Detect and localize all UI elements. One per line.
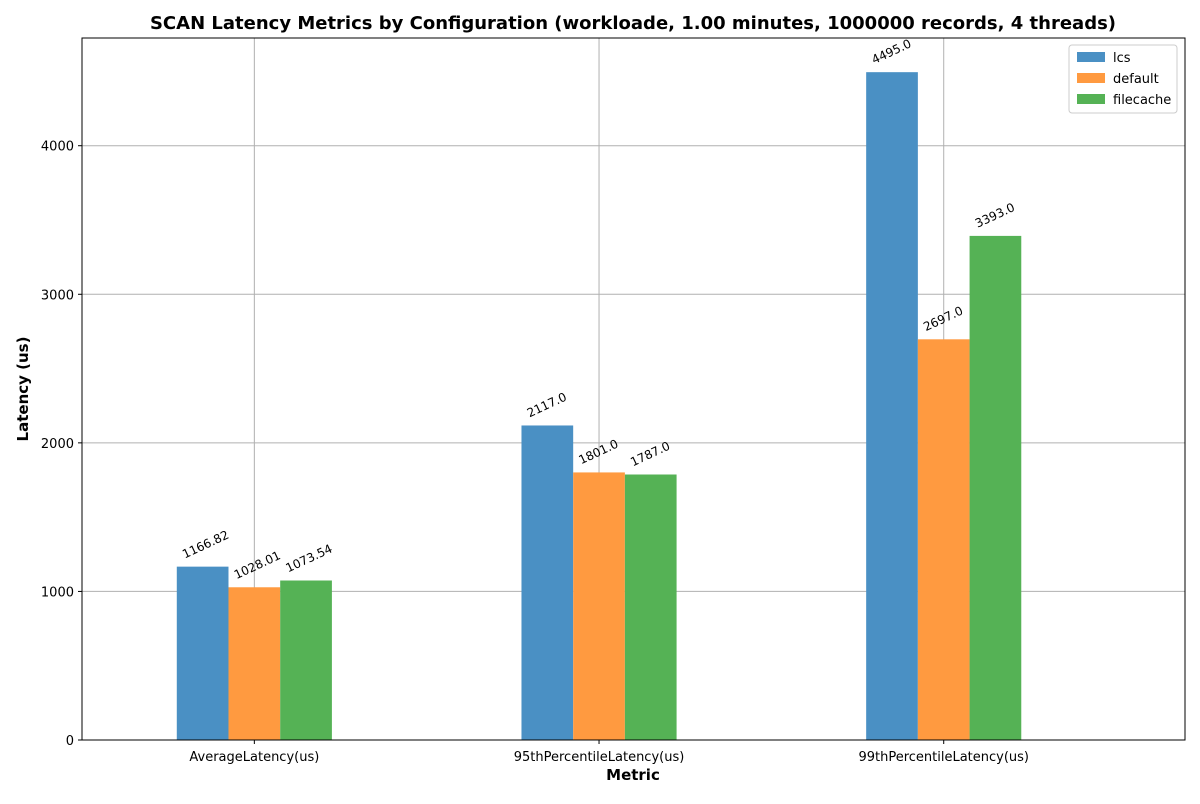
bar-value-label: 1028.01 bbox=[232, 548, 283, 582]
bar-filecache bbox=[280, 580, 332, 740]
x-tick-label: 99thPercentileLatency(us) bbox=[858, 750, 1029, 765]
legend-label-filecache: filecache bbox=[1113, 93, 1171, 108]
bar-lcs bbox=[521, 425, 574, 740]
y-axis-ticks: 0 1000 2000 3000 4000 bbox=[41, 140, 82, 749]
bar-value-label: 1073.54 bbox=[284, 542, 335, 576]
bar-value-label: 2117.0 bbox=[525, 390, 569, 420]
y-tick-label: 1000 bbox=[41, 585, 74, 600]
x-tick-label: AverageLatency(us) bbox=[189, 750, 319, 765]
bar-value-label: 1166.82 bbox=[180, 528, 231, 562]
plot-frame bbox=[81, 37, 1186, 741]
bar-value-label: 3393.0 bbox=[973, 200, 1017, 230]
y-axis-label: Latency (us) bbox=[14, 337, 32, 442]
bar-value-label: 4495.0 bbox=[870, 36, 914, 66]
y-tick-label: 2000 bbox=[41, 437, 74, 452]
bar-lcs bbox=[866, 72, 918, 740]
bar-filecache bbox=[969, 235, 1022, 740]
legend-swatch-filecache bbox=[1077, 94, 1105, 104]
bar-default bbox=[573, 472, 625, 740]
legend-label-lcs: lcs bbox=[1113, 51, 1131, 66]
legend-swatch-lcs bbox=[1077, 52, 1105, 62]
bar-default bbox=[917, 339, 970, 740]
chart-title: SCAN Latency Metrics by Configuration (w… bbox=[150, 13, 1116, 34]
legend: lcs default filecache bbox=[1068, 44, 1178, 114]
x-axis-label: Metric bbox=[606, 766, 660, 784]
y-tick-label: 4000 bbox=[41, 140, 74, 155]
x-axis-ticks: AverageLatency(us) 95thPercentileLatency(… bbox=[189, 740, 1029, 765]
bar-filecache bbox=[624, 474, 677, 740]
bar-value-label: 1801.0 bbox=[577, 437, 621, 467]
x-tick-label: 95thPercentileLatency(us) bbox=[514, 750, 685, 765]
bars bbox=[176, 72, 1022, 740]
bar-lcs bbox=[176, 566, 229, 740]
bar-default bbox=[228, 587, 281, 740]
y-tick-label: 3000 bbox=[41, 288, 74, 303]
legend-swatch-default bbox=[1077, 73, 1105, 83]
legend-label-default: default bbox=[1113, 72, 1159, 87]
bar-value-label: 2697.0 bbox=[921, 304, 965, 334]
y-tick-label: 0 bbox=[66, 734, 74, 749]
